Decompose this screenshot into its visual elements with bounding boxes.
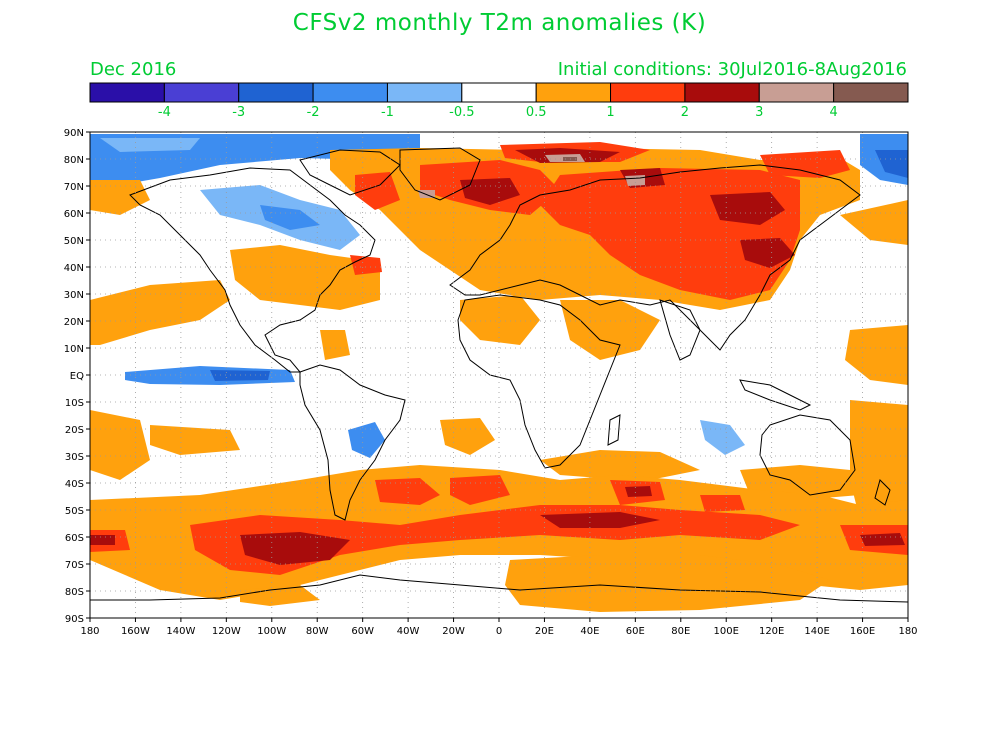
- colorbar-swatch: [684, 82, 760, 103]
- initial-conditions: Initial conditions: 30Jul2016-8Aug2016: [557, 59, 907, 80]
- lat-label: 70S: [65, 560, 84, 571]
- colorbar-swatch: [386, 82, 463, 103]
- colorbar-swatch: [833, 82, 909, 103]
- colorbar-tick-label: -4: [158, 105, 171, 120]
- colorbar-swatch: [89, 82, 165, 103]
- colorbar-swatch: [163, 82, 240, 103]
- colorbar: -4 -3 -2 -1 -0.5 0.5 1 2 3 4: [89, 82, 909, 120]
- lat-label: 60N: [64, 209, 84, 220]
- lat-label: 80S: [65, 587, 84, 598]
- colorbar-tick-label: 3: [755, 105, 763, 120]
- lon-label: 20E: [535, 626, 554, 637]
- colorbar-swatch: [238, 82, 314, 103]
- lat-label: 40S: [65, 479, 84, 490]
- lon-label: 40E: [580, 626, 599, 637]
- colorbar-swatch: [610, 82, 686, 103]
- lat-label: 20S: [65, 425, 84, 436]
- lon-label: 100E: [714, 626, 739, 637]
- lat-label: EQ: [70, 371, 84, 382]
- lat-label: 70N: [64, 182, 84, 193]
- lon-label: 60E: [626, 626, 645, 637]
- lat-label: 30N: [64, 290, 84, 301]
- colorbar-tick-label: 0.5: [526, 105, 547, 120]
- lon-label: 60W: [351, 626, 374, 637]
- latitude-labels: 90N 80N 70N 60N 50N 40N 30N 20N 10N EQ 10S 20S 30S 40…: [64, 128, 90, 625]
- colorbar-tick-label: 4: [829, 105, 837, 120]
- colorbar-tick-label: -3: [232, 105, 245, 120]
- lon-label: 0: [496, 626, 502, 637]
- coastlines: [90, 147, 908, 603]
- lat-label: 50N: [64, 236, 84, 247]
- lat-label: 80N: [64, 155, 84, 166]
- colorbar-swatch: [312, 82, 388, 103]
- lat-label: 60S: [65, 533, 84, 544]
- lon-label: 120W: [212, 626, 241, 637]
- longitude-labels: 180 160W 140W 120W 100W 80W 60W 40W 20W 0 20E 40E 60…: [80, 618, 918, 637]
- lat-label: 90N: [64, 128, 84, 139]
- colorbar-swatch: [461, 82, 537, 103]
- gridlines: [90, 132, 908, 618]
- lon-label: 140E: [804, 626, 829, 637]
- colorbar-tick-label: -1: [381, 105, 394, 120]
- colorbar-swatch: [758, 82, 835, 103]
- colorbar-swatch: [535, 82, 612, 103]
- colorbar-tick-label: -2: [307, 105, 320, 120]
- lat-label: 90S: [65, 614, 84, 625]
- lon-label: 160E: [850, 626, 875, 637]
- colorbar-tick-label: -0.5: [449, 105, 474, 120]
- map-title: CFSv2 monthly T2m anomalies (K): [292, 10, 707, 36]
- lon-label: 80E: [671, 626, 690, 637]
- lon-label: 180: [898, 626, 917, 637]
- lon-label: 140W: [166, 626, 195, 637]
- lat-label: 30S: [65, 452, 84, 463]
- lon-label: 80W: [306, 626, 329, 637]
- lon-label: 120E: [759, 626, 784, 637]
- lat-label: 10S: [65, 398, 84, 409]
- lon-label: 160W: [121, 626, 150, 637]
- lon-label: 100W: [257, 626, 286, 637]
- lon-label: 40W: [397, 626, 420, 637]
- colorbar-tick-label: 1: [606, 105, 614, 120]
- lat-label: 10N: [64, 344, 84, 355]
- colorbar-tick-label: 2: [681, 105, 689, 120]
- lat-label: 40N: [64, 263, 84, 274]
- lon-label: 20W: [442, 626, 465, 637]
- lon-label: 180: [80, 626, 99, 637]
- lat-label: 50S: [65, 506, 84, 517]
- forecast-month: Dec 2016: [90, 59, 177, 80]
- lat-label: 20N: [64, 317, 84, 328]
